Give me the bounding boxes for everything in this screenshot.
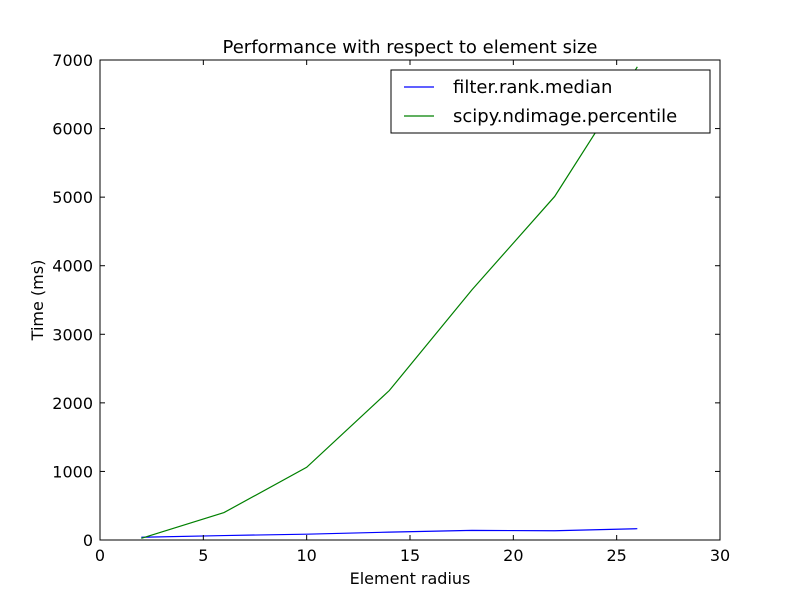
x-tick-label: 0	[95, 546, 105, 565]
x-tick-label: 10	[296, 546, 316, 565]
legend-label-scipy-ndimage-percentile: scipy.ndimage.percentile	[453, 106, 677, 127]
chart-title: Performance with respect to element size	[223, 37, 598, 58]
series-line-filter-rank-median	[141, 528, 638, 538]
y-tick-label: 0	[83, 531, 93, 550]
x-tick-label: 5	[198, 546, 208, 565]
y-tick-label: 7000	[52, 51, 93, 70]
legend-label-filter-rank-median: filter.rank.median	[453, 77, 612, 98]
ticks-layer: 0 5 10 15 20 25 30 0 1000 2000 3000 4000 5000 6000 700…	[52, 51, 730, 565]
x-axis-label: Element radius	[350, 569, 471, 588]
y-tick-label: 1000	[52, 462, 93, 481]
y-axis-label: Time (ms)	[28, 260, 47, 342]
x-tick-label: 30	[710, 546, 730, 565]
y-tick-label: 3000	[52, 325, 93, 344]
series-line-scipy-ndimage-percentile	[141, 66, 638, 539]
legend: filter.rank.median scipy.ndimage.percent…	[390, 69, 711, 134]
y-tick-label: 5000	[52, 188, 93, 207]
y-tick-label: 2000	[52, 394, 93, 413]
series-layer	[141, 66, 638, 539]
x-tick-label: 15	[400, 546, 420, 565]
x-tick-label: 25	[606, 546, 626, 565]
legend-box	[390, 69, 711, 134]
x-tick-label: 20	[503, 546, 523, 565]
y-tick-label: 6000	[52, 120, 93, 139]
y-tick-label: 4000	[52, 257, 93, 276]
